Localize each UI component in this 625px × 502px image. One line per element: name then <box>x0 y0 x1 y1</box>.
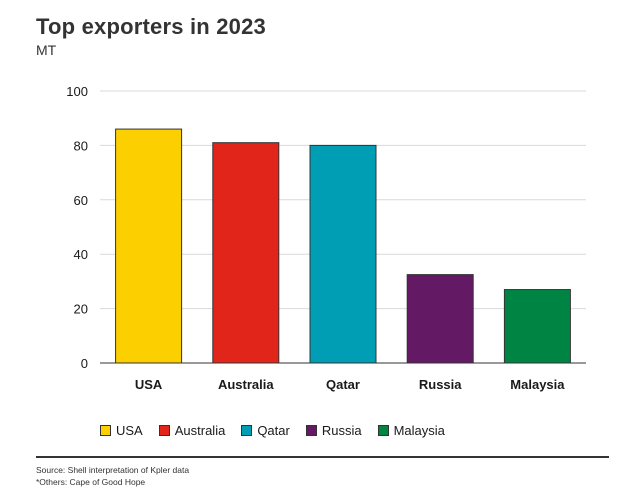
legend-label: Russia <box>321 423 362 438</box>
legend-item: USA <box>100 423 143 438</box>
x-tick-label: Qatar <box>326 377 360 392</box>
x-tick-label: USA <box>135 377 163 392</box>
bar-chart: 0 20 40 60 80 100 USA Australia Qatar Russia Malay… <box>66 84 586 392</box>
y-tick-label: 20 <box>74 302 88 317</box>
legend-label: USA <box>116 423 143 438</box>
bar-russia <box>406 274 474 364</box>
y-tick-label: 80 <box>74 138 88 153</box>
bar-australia <box>212 142 280 364</box>
chart-title: Top exporters in 2023 <box>36 14 266 39</box>
y-tick-label: 40 <box>74 247 88 262</box>
legend-label: Australia <box>174 423 226 438</box>
x-tick-label: Russia <box>419 377 462 392</box>
legend-swatch <box>100 425 111 436</box>
bar-usa <box>115 128 183 364</box>
legend-swatch <box>241 425 253 436</box>
legend-swatch <box>305 425 317 436</box>
source-note: Source: Shell interpretation of Kpler da… <box>36 465 190 475</box>
legend-item: Qatar <box>241 423 290 438</box>
bar-qatar <box>309 144 377 364</box>
legend-item: Russia <box>305 423 362 438</box>
footer-divider <box>36 456 609 458</box>
y-tick-label: 0 <box>81 356 88 371</box>
legend-item: Australia <box>158 423 226 438</box>
legend-item: Malaysia <box>377 423 445 438</box>
bar-malaysia <box>503 289 571 364</box>
y-tick-label: 60 <box>74 193 88 208</box>
chart-legend: USA Australia Qatar Russia Malaysia <box>100 423 445 438</box>
y-tick-label: 100 <box>66 84 88 99</box>
x-tick-label: Malaysia <box>510 377 565 392</box>
x-tick-label: Australia <box>218 377 274 392</box>
chart-subtitle: MT <box>36 42 57 58</box>
others-note: *Others: Cape of Good Hope <box>36 477 146 487</box>
legend-swatch <box>377 425 389 436</box>
legend-label: Qatar <box>257 423 290 438</box>
legend-label: Malaysia <box>393 423 445 438</box>
legend-swatch <box>158 425 170 436</box>
